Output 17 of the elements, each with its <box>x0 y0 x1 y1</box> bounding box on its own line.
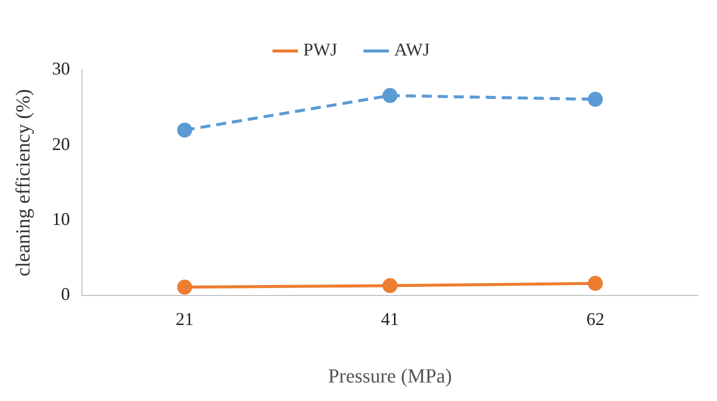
y-tick-label: 10 <box>52 209 70 229</box>
legend-label: PWJ <box>303 40 338 60</box>
x-tick-label: 21 <box>176 308 194 329</box>
point <box>382 88 398 104</box>
x-tick-label: 62 <box>586 308 604 329</box>
y-tick-label: 30 <box>52 58 70 79</box>
point <box>177 122 192 138</box>
x-axis-title: Pressure (MPa) <box>328 365 452 388</box>
point <box>382 278 398 294</box>
point <box>177 280 192 295</box>
point <box>588 92 603 107</box>
y-tick-label: 20 <box>52 134 70 154</box>
x-tick-label: 41 <box>381 308 399 329</box>
y-axis-title: cleaning efficiency (%) <box>12 89 34 276</box>
point <box>588 276 603 291</box>
legend-label: AWJ <box>394 40 430 60</box>
y-tick-label: 0 <box>61 284 70 304</box>
